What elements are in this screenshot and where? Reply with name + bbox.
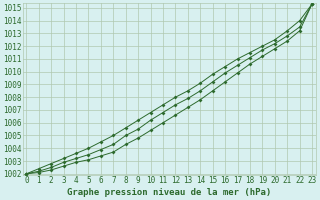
X-axis label: Graphe pression niveau de la mer (hPa): Graphe pression niveau de la mer (hPa) bbox=[67, 188, 271, 197]
